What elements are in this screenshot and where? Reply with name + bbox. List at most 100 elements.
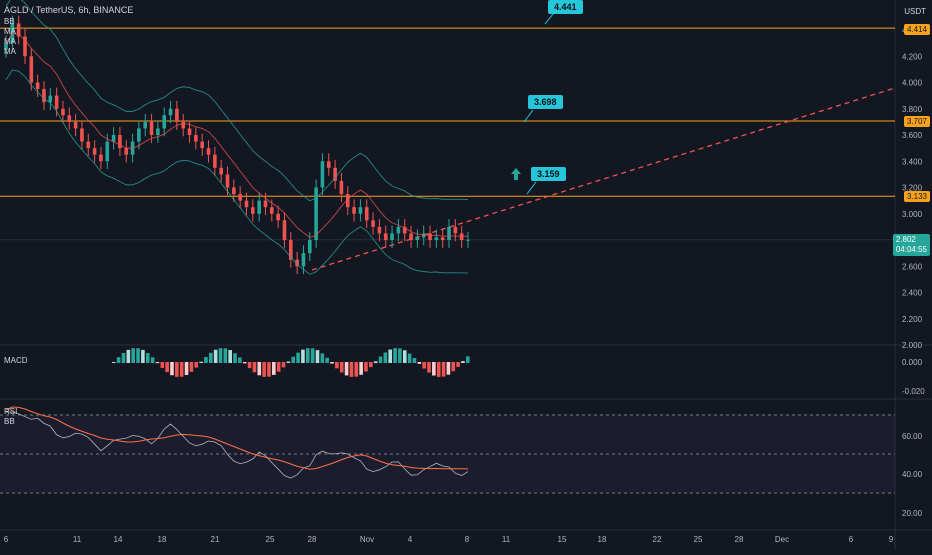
macd-histogram-bar	[281, 362, 286, 368]
macd-histogram-bar	[150, 357, 155, 363]
rsi-line	[6, 411, 469, 479]
indicator-ma3-label[interactable]: MA	[4, 47, 16, 56]
macd-histogram-bar	[335, 362, 339, 369]
macd-histogram-bar	[131, 348, 135, 363]
macd-histogram-bar	[373, 361, 378, 363]
time-tick-label: 9	[889, 535, 894, 544]
macd-histogram-bar	[427, 362, 431, 373]
macd-histogram-bar	[412, 357, 417, 363]
candle-body	[440, 237, 445, 240]
candle-body	[396, 226, 401, 234]
time-tick-label: 25	[266, 535, 275, 544]
candle-body	[92, 148, 97, 155]
macd-histogram-bar	[208, 352, 213, 363]
candle-body	[143, 121, 148, 129]
candle-body	[288, 240, 293, 260]
candle-body	[137, 128, 141, 142]
macd-histogram-bar	[436, 362, 441, 377]
macd-histogram-bar	[364, 362, 368, 372]
macd-label[interactable]: MACD	[4, 356, 28, 365]
macd-histogram-bar	[238, 357, 242, 363]
indicator-ma1-label[interactable]: MA	[4, 27, 16, 36]
annotation-callout-2[interactable]: 3.698	[528, 95, 563, 109]
symbol-header[interactable]: AGLD / TetherUS, 6h, BINANCE	[4, 5, 134, 15]
rsi-bb-label[interactable]: BB	[4, 417, 15, 426]
time-tick-label: 4	[408, 535, 413, 544]
macd-histogram-bar	[228, 350, 232, 363]
candle-body	[16, 23, 21, 37]
time-tick-label: 15	[558, 535, 567, 544]
annotation-callout-3[interactable]: 3.159	[531, 167, 566, 181]
last-price-value: 2.802	[895, 235, 916, 244]
candle-body	[124, 148, 129, 155]
time-tick-label: 18	[598, 535, 607, 544]
macd-histogram-bar	[136, 348, 140, 363]
macd-histogram-bar	[189, 362, 194, 372]
price-tick-label: 3.800	[902, 105, 923, 114]
candle-body	[48, 95, 53, 103]
candle-body	[61, 108, 65, 116]
macd-histogram-bar	[354, 362, 359, 377]
candle-body	[415, 237, 420, 240]
rsi-tick-label: 40.00	[902, 470, 923, 479]
macd-histogram-bar	[218, 348, 223, 363]
candle-body	[175, 108, 179, 122]
candle-body	[23, 36, 27, 57]
time-tick-label: 14	[114, 535, 123, 544]
macd-histogram-bar	[141, 349, 145, 363]
annotation-callout-1[interactable]: 4.441	[548, 0, 583, 14]
macd-histogram-bar	[417, 362, 422, 364]
candle-body	[238, 194, 242, 201]
candle-body	[402, 226, 407, 234]
macd-histogram-bar	[291, 356, 296, 363]
callout-pointer-1	[544, 13, 554, 25]
price-tick-label: 2.600	[902, 262, 923, 271]
macd-histogram-bar	[247, 362, 252, 369]
macd-histogram-bar	[349, 362, 354, 377]
macd-histogram-bar	[233, 353, 237, 363]
macd-histogram-bar	[388, 349, 393, 363]
candle-body	[181, 121, 186, 129]
macd-histogram-bar	[160, 362, 165, 368]
candle-body	[149, 121, 154, 135]
candle-body	[358, 207, 363, 214]
price-tick-label: 2.000	[902, 341, 923, 350]
time-tick-label: 11	[73, 535, 82, 544]
candle-body	[194, 135, 198, 142]
candle-body	[111, 135, 116, 142]
time-tick-label: 8	[465, 535, 470, 544]
candle-body	[219, 167, 223, 175]
time-tick-label: Dec	[775, 535, 789, 544]
candle-body	[320, 161, 325, 188]
candle-body	[447, 226, 451, 240]
rsi-label[interactable]: RSI	[4, 407, 18, 416]
macd-tick-neg: -0.020	[902, 387, 925, 396]
candle-body	[168, 108, 173, 116]
macd-histogram-bar	[466, 356, 470, 363]
bar-countdown: 04:04:55	[895, 245, 927, 254]
candle-body	[352, 207, 356, 214]
candle-body	[270, 207, 274, 214]
rsi-tick-label: 60.00	[902, 432, 923, 441]
macd-histogram-bar	[451, 362, 456, 372]
indicator-ma2-label[interactable]: MA	[4, 37, 16, 46]
price-tick-label: 3.600	[902, 131, 923, 140]
candle-body	[99, 154, 103, 162]
candle-body	[225, 174, 230, 188]
time-tick-label: 25	[694, 535, 703, 544]
candle-body	[232, 187, 236, 195]
macd-tick-zero: 0.000	[902, 358, 923, 367]
macd-histogram-bar	[262, 362, 266, 377]
candle-body	[73, 121, 78, 129]
macd-histogram-bar	[320, 353, 325, 363]
candle-body	[54, 95, 59, 109]
indicator-bb-label[interactable]: BB	[4, 17, 15, 26]
macd-histogram-bar	[330, 362, 334, 364]
candle-body	[282, 220, 287, 240]
candle-body	[383, 233, 388, 240]
time-tick-label: 22	[653, 535, 662, 544]
candle-body	[326, 161, 331, 168]
time-tick-label: 6	[4, 535, 9, 544]
